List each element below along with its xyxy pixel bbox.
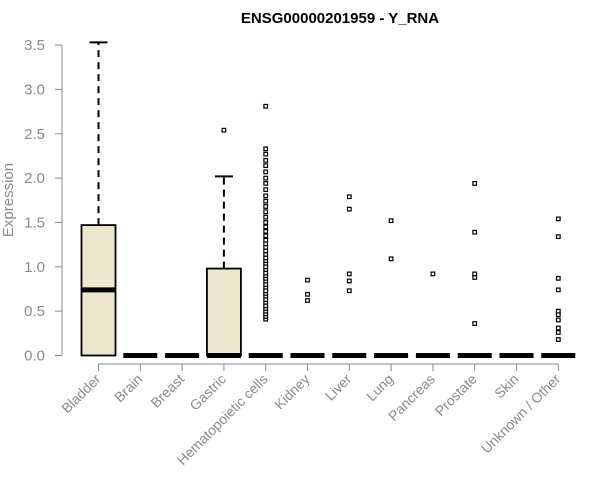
outlier-point [263,214,269,220]
outlier-point [263,163,269,169]
outlier-point [346,278,352,284]
outlier-point [346,194,352,200]
box-group [541,216,576,358]
box-group [374,218,409,358]
x-tick-label: Lung [363,371,396,404]
outlier-point [263,146,269,152]
y-tick-label: 1.5 [24,214,45,231]
y-tick-label: 0.0 [24,348,45,365]
outlier-point [263,157,269,163]
outlier-point [388,256,394,262]
outlier-point [221,127,227,133]
y-tick-label: 2.5 [24,126,45,143]
outlier-point [263,151,269,157]
y-tick-label: 1.0 [24,259,45,276]
outlier-point [472,229,478,235]
y-tick-label: 3.5 [24,37,45,54]
outlier-point [263,198,269,204]
y-axis: 0.0 0.5 1.0 1.5 2.0 2.5 3.0 3.5 [24,37,63,365]
outlier-point [555,275,561,281]
outlier-point [263,233,269,239]
box-group [205,127,242,358]
outlier-point [555,308,561,314]
x-tick-label: Prostate [432,371,480,419]
x-tick-label: Kidney [271,371,313,413]
outlier-point [346,206,352,212]
box-group [290,277,325,358]
outlier-point [346,288,352,294]
outlier-point [555,330,561,335]
box-group [80,41,117,357]
outlier-point [472,181,478,186]
outlier-point [555,287,561,293]
outlier-point [263,103,269,109]
outlier-point [263,175,269,181]
outlier-point [263,228,269,234]
y-tick-label: 3.0 [24,81,45,98]
x-tick-label: Unknown / Other [478,371,564,457]
x-tick-label: Breast [147,371,187,411]
outlier-point [263,224,269,230]
outlier-point [555,234,561,240]
outlier-point [263,181,269,186]
box-body [205,267,242,357]
outlier-point [555,325,561,331]
outlier-point [555,216,561,222]
y-tick-label: 2.0 [24,170,45,187]
outlier-point [555,337,561,342]
outlier-point [263,204,269,209]
outlier-point [430,271,436,277]
box-group [457,181,492,358]
outlier-point [263,209,269,215]
x-tick-label: Bladder [58,371,104,417]
x-tick-label: Brain [111,371,145,405]
x-tick-label: Liver [322,371,355,404]
outlier-point [263,220,269,225]
x-tick-label: Skin [491,371,522,402]
outlier-point [263,187,269,193]
y-axis-label: Expression [0,163,17,237]
plot-area [80,41,576,358]
box-group [415,271,450,358]
outlier-point [263,169,269,175]
outlier-point [263,237,269,243]
outlier-point [472,321,478,326]
outlier-point [263,193,269,199]
outlier-point [555,317,561,323]
outlier-point [305,291,310,297]
box-group [248,103,283,358]
outlier-point [346,271,352,277]
outlier-point [472,271,478,277]
outlier-point [305,298,310,303]
outlier-point [388,218,394,224]
outlier-point [305,277,310,283]
chart-title: ENSG00000201959 - Y_RNA [241,10,439,27]
box-group [332,194,367,358]
y-tick-label: 0.5 [24,303,45,320]
